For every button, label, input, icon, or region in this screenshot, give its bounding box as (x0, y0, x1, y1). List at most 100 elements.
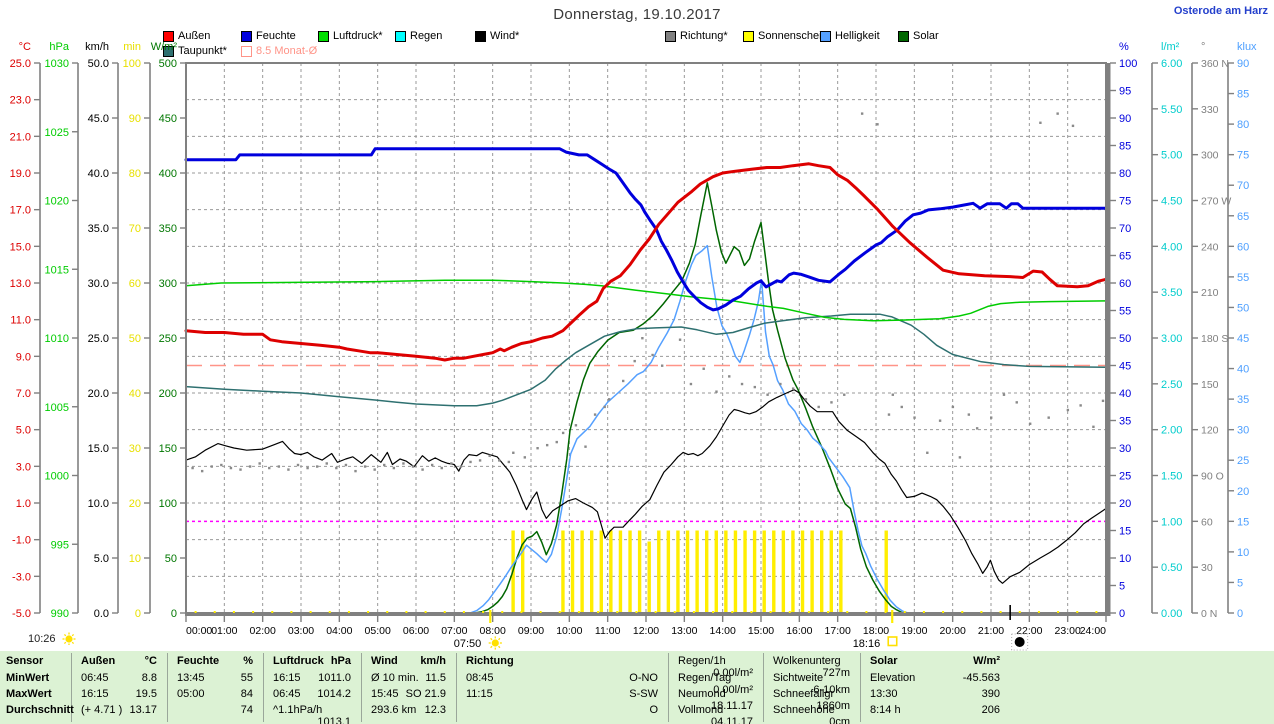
richtung-dot (791, 387, 795, 390)
richtung-dots (191, 112, 1105, 473)
x-tick-label: 22:00 (1016, 625, 1042, 637)
tick-label: 6.00 (1161, 58, 1182, 70)
x-tick-label: 17:00 (825, 625, 851, 637)
x-tick-label: 04:00 (326, 625, 352, 637)
sun-minor-tick (654, 611, 657, 613)
legend-item-wind-[interactable]: Wind* (475, 30, 519, 42)
cell-value: 11.5 (425, 672, 446, 684)
x-tick-label: 02:00 (250, 625, 276, 637)
legend-item-feuchte[interactable]: Feuchte (241, 30, 296, 42)
table-divider (71, 653, 72, 722)
tick-label: 5 (1237, 577, 1243, 589)
legend-item-richtung-[interactable]: Richtung* (665, 30, 728, 42)
sunshine-bar (724, 530, 728, 613)
legend-item-regen[interactable]: Regen (395, 30, 442, 42)
cell-label: Regen/Tag (678, 672, 732, 684)
tick-label: 990 (51, 608, 69, 620)
legend-item-taupunkt-[interactable]: Taupunkt* (163, 45, 227, 57)
richtung-dot (561, 431, 565, 435)
table-divider (668, 653, 669, 722)
sun-minor-tick (462, 611, 465, 613)
legend-swatch (241, 45, 252, 57)
tick-label: 10 (129, 553, 141, 565)
tick-label: 45 (1119, 361, 1131, 373)
series-luftdruck (185, 279, 1107, 322)
sunshine-bar (685, 530, 690, 613)
sun-minor-tick (692, 611, 695, 613)
tick-label: -1.0 (12, 535, 31, 547)
legend-item-solar[interactable]: Solar (898, 30, 939, 42)
sunshine-bar (829, 530, 833, 613)
sun-minor-tick (1095, 611, 1098, 613)
legend-item-helligkeit[interactable]: Helligkeit (820, 30, 880, 42)
cell-label: Vollmond (678, 704, 724, 716)
cell-value: 12.3 (424, 704, 446, 716)
plot-border (185, 62, 1107, 614)
tick-label: 65 (1119, 251, 1131, 263)
tick-label: 120 (1201, 425, 1219, 437)
tick-label: 240 (1201, 241, 1219, 253)
legend-label: Feuchte (256, 30, 296, 42)
cell-regen-r1: Regen/Tag 0.00l/m² (678, 672, 753, 696)
sun-minor-tick (635, 611, 638, 613)
sunshine-bar (580, 530, 584, 613)
legend-swatch (743, 30, 754, 42)
tick-label: 360 N (1201, 58, 1229, 70)
sun-minor-tick (1076, 611, 1079, 613)
richtung-dot (1066, 408, 1070, 412)
cell-value: SO 21.9 (405, 688, 446, 700)
tick-label: 1025 (45, 127, 69, 139)
cell-luftdruck-r3: ^1.1hPa/h 1013.1 (273, 704, 351, 724)
tick-label: 180 S (1201, 333, 1228, 345)
sun-minor-tick (194, 611, 197, 613)
sunshine-bar (666, 530, 671, 613)
sun-minor-tick (424, 611, 427, 613)
sun-minor-tick (213, 611, 216, 613)
cell-label: Schneehöhe (773, 704, 835, 716)
legend-item-8-5-monat-[interactable]: 8.5 Monat-Ø (241, 45, 317, 57)
tick-label: -3.0 (12, 571, 31, 583)
tick-label: 1030 (45, 58, 69, 70)
sunshine-bar (676, 530, 680, 613)
richtung-dot (363, 465, 367, 468)
x-tick-label: 08:00 (480, 625, 506, 637)
sun-minor-tick (922, 611, 925, 613)
cell-value: km/h (420, 655, 446, 667)
axis-title: km/h (85, 41, 109, 53)
tick-label: 0 (1119, 608, 1125, 620)
grid-lines (186, 63, 1106, 613)
axis-title: % (1119, 41, 1129, 53)
richtung-dot (200, 469, 204, 473)
x-tick-label: 19:00 (901, 625, 927, 637)
legend-item-sonnenschein[interactable]: Sonnenschein (743, 30, 828, 42)
richtung-dot (900, 405, 903, 409)
x-tick-label: 21:00 (978, 625, 1004, 637)
sun-minor-tick (328, 611, 331, 613)
tick-label: 1000 (45, 471, 69, 483)
tick-label: 20 (1119, 498, 1131, 510)
richtung-dot (622, 379, 625, 383)
sunshine-bar (762, 530, 766, 613)
legend-item-au-en[interactable]: Außen (163, 30, 210, 42)
cell-label: Schneefallgr (773, 688, 835, 700)
series-aussen (184, 162, 1108, 362)
day-length-value: 10:26 (28, 632, 56, 645)
richtung-dot (306, 466, 309, 470)
tick-label: 3.50 (1161, 287, 1182, 299)
sun-minor-tick (846, 611, 849, 613)
sun-minor-tick (386, 611, 389, 613)
richtung-dot (268, 466, 271, 470)
richtung-dot (191, 466, 194, 470)
tick-label: 5 (1119, 581, 1125, 593)
cell-label: (+ 4.71 ) (81, 704, 123, 716)
tick-label: 1.50 (1161, 471, 1182, 483)
axis-dir: 360 N 330 300 270 W 240 210 180 S 150 120 90 O 60 3… (1191, 41, 1231, 620)
tick-label: 0 (135, 608, 141, 620)
legend-item-luftdruck-[interactable]: Luftdruck* (318, 30, 383, 42)
richtung-dot (402, 462, 405, 465)
sunshine-bar (733, 530, 738, 613)
richtung-dot (373, 468, 376, 471)
cell-label: 06:45 (81, 672, 109, 684)
legend-label: Solar (913, 30, 939, 42)
richtung-dot (325, 462, 328, 465)
